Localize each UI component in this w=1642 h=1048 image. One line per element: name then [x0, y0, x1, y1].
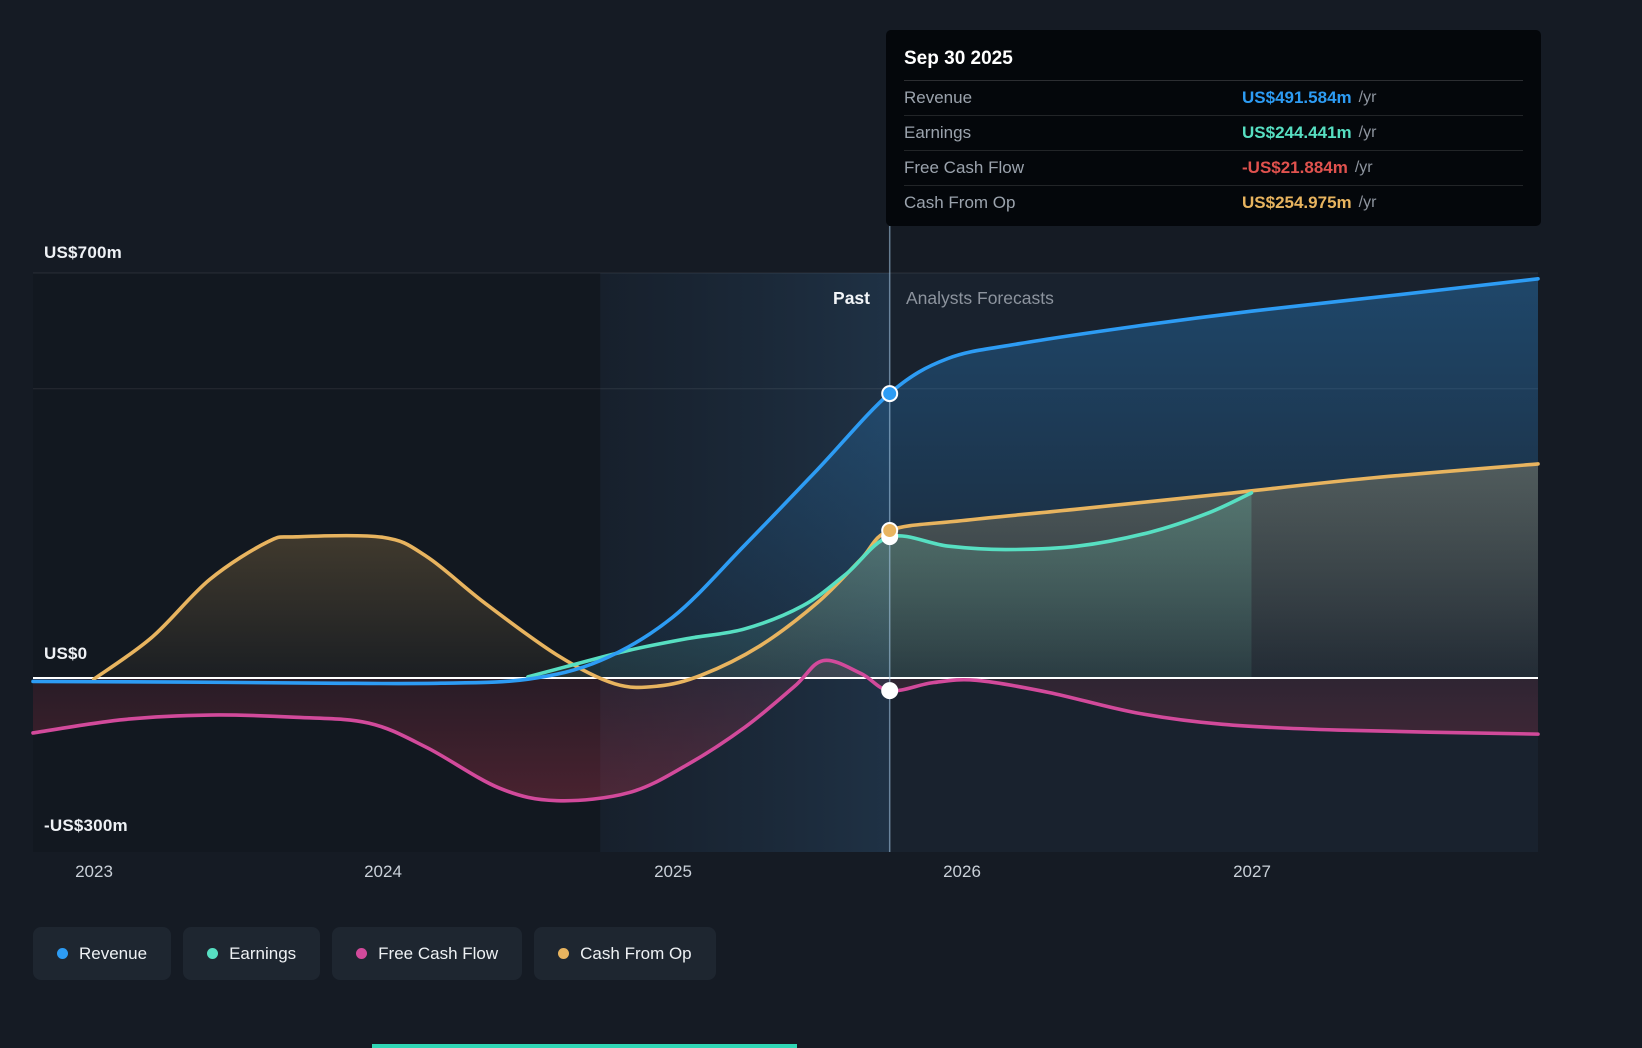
x-axis-label-2024: 2024: [364, 862, 402, 881]
legend-item-free-cash-flow[interactable]: Free Cash Flow: [332, 927, 523, 980]
tooltip-row-cash-from-op: Cash From Op US$254.975m /yr: [904, 186, 1523, 220]
y-axis-label-zero: US$0: [44, 644, 88, 663]
legend-item-earnings[interactable]: Earnings: [183, 927, 321, 980]
tooltip-fcf-label: Free Cash Flow: [904, 158, 1024, 177]
legend-item-revenue[interactable]: Revenue: [33, 927, 172, 980]
revenue-dot-icon: [57, 948, 68, 959]
tooltip-date: Sep 30 2025: [904, 38, 1523, 81]
tooltip-row-earnings: Earnings US$244.441m /yr: [904, 116, 1523, 151]
tooltip-earnings-suffix: /yr: [1358, 124, 1377, 141]
x-axis-label-2025: 2025: [654, 862, 692, 881]
cash-from-op-dot-icon: [558, 948, 570, 959]
legend-cfo-label: Cash From Op: [580, 943, 692, 963]
cash-from-op-marker: [881, 521, 899, 539]
x-axis-label-2027: 2027: [1233, 862, 1271, 881]
x-axis-label-2023: 2023: [75, 862, 113, 881]
tooltip-revenue-suffix: /yr: [1358, 89, 1377, 106]
tooltip-earnings-label: Earnings: [904, 123, 972, 142]
tooltip-cfo-suffix: /yr: [1358, 194, 1377, 211]
tooltip-revenue-value: US$491.584m: [1242, 88, 1352, 107]
tooltip-row-free-cash-flow: Free Cash Flow -US$21.884m /yr: [904, 151, 1523, 186]
analysts-forecasts-label: Analysts Forecasts: [906, 288, 1054, 308]
cash-from-op-line: [91, 462, 1540, 690]
bottom-progress-indicator: [372, 1044, 797, 1048]
data-tooltip: Sep 30 2025 Revenue US$491.584m /yr Earn…: [886, 30, 1541, 226]
tooltip-earnings-value: US$244.441m: [1242, 123, 1352, 142]
x-axis-label-2026: 2026: [943, 862, 981, 881]
free-cash-flow-marker: [881, 682, 899, 700]
y-axis-label-700m: US$700m: [44, 243, 122, 262]
past-label: Past: [833, 288, 870, 308]
free-cash-flow-area: [33, 660, 1538, 801]
revenue-line: [31, 276, 1540, 686]
legend-revenue-label: Revenue: [79, 943, 148, 963]
free-cash-flow-dot-icon: [356, 948, 368, 959]
tooltip-cfo-value: US$254.975m: [1242, 193, 1352, 212]
revenue-marker: [881, 385, 899, 403]
legend-earnings-label: Earnings: [229, 943, 297, 963]
y-axis-label-neg300m: -US$300m: [44, 816, 128, 835]
earnings-dot-icon: [207, 948, 219, 959]
tooltip-fcf-value: -US$21.884m: [1242, 158, 1348, 177]
tooltip-fcf-suffix: /yr: [1354, 159, 1373, 176]
free-cash-flow-line: [31, 658, 1540, 803]
legend-item-cash-from-op[interactable]: Cash From Op: [534, 927, 716, 980]
earnings-line: [526, 491, 1254, 679]
tooltip-row-revenue: Revenue US$491.584m /yr: [904, 81, 1523, 116]
legend-fcf-label: Free Cash Flow: [378, 943, 499, 963]
tooltip-cfo-label: Cash From Op: [904, 193, 1016, 212]
tooltip-revenue-label: Revenue: [904, 88, 973, 107]
legend: Revenue Earnings Free Cash Flow Cash Fro…: [33, 927, 716, 980]
